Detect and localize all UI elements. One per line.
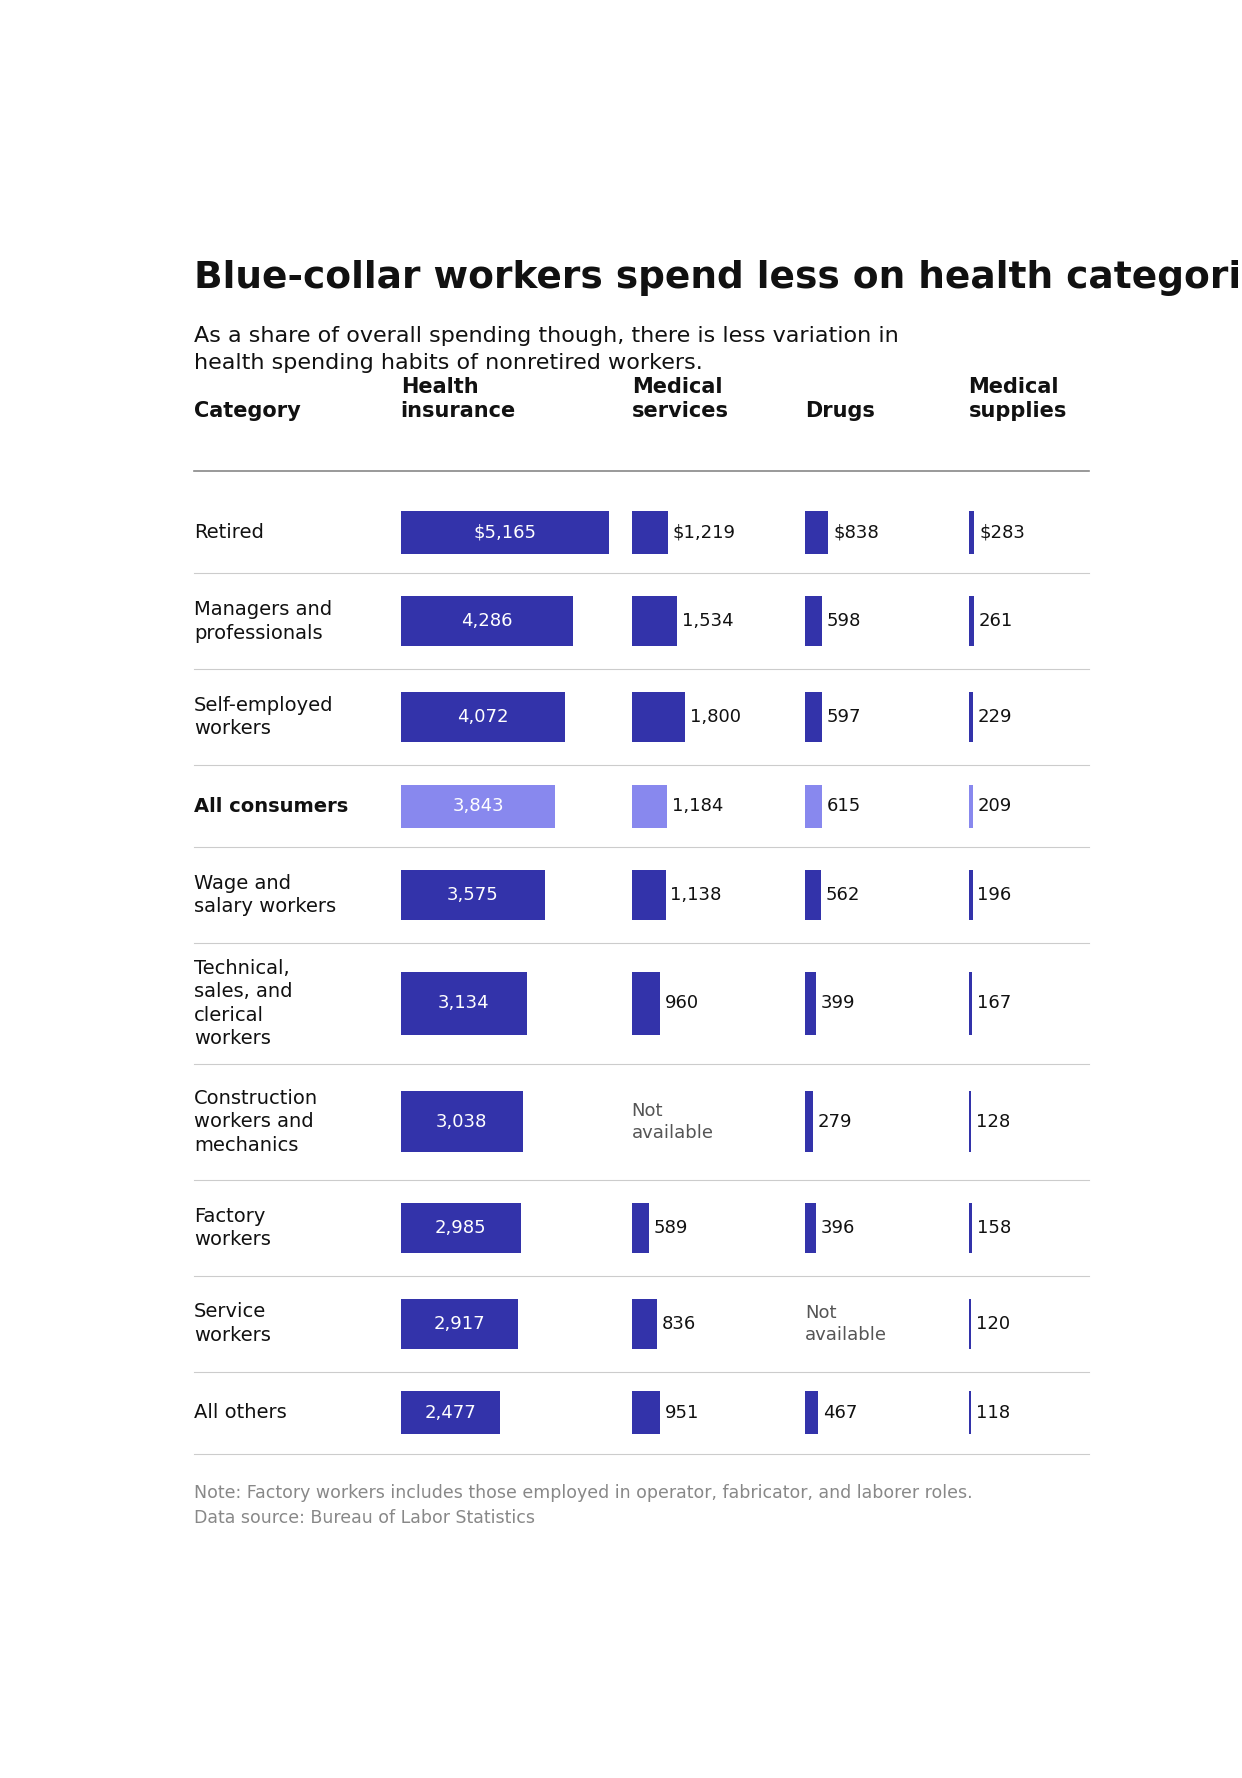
Text: 128: 128	[976, 1113, 1010, 1131]
Text: 2,477: 2,477	[425, 1403, 477, 1422]
Text: 4,286: 4,286	[461, 612, 513, 631]
Text: Blue-collar workers spend less on health categories: Blue-collar workers spend less on health…	[194, 260, 1242, 295]
Bar	[969, 1204, 971, 1253]
Bar	[632, 692, 686, 741]
Text: 467: 467	[823, 1403, 857, 1422]
Bar	[401, 510, 609, 553]
Text: Service
workers: Service workers	[194, 1303, 271, 1344]
Text: Factory
workers: Factory workers	[194, 1207, 271, 1250]
Bar	[805, 784, 822, 827]
Bar	[969, 1392, 971, 1435]
Bar	[632, 973, 661, 1035]
Bar	[401, 1092, 523, 1152]
Text: 1,138: 1,138	[671, 885, 722, 905]
Text: All others: All others	[194, 1403, 287, 1422]
Bar	[401, 1392, 501, 1435]
Text: 597: 597	[826, 708, 861, 725]
Text: Health
insurance: Health insurance	[401, 377, 515, 421]
Text: 836: 836	[662, 1314, 696, 1334]
Text: Drugs: Drugs	[805, 402, 874, 421]
Text: 120: 120	[976, 1314, 1010, 1334]
Text: 3,575: 3,575	[447, 885, 498, 905]
Bar	[632, 510, 668, 553]
Text: 589: 589	[655, 1220, 688, 1237]
Bar	[805, 692, 822, 741]
Text: $1,219: $1,219	[673, 523, 735, 541]
Bar	[632, 1298, 657, 1348]
Bar	[969, 869, 972, 919]
Bar	[805, 973, 816, 1035]
Text: $5,165: $5,165	[473, 523, 537, 541]
Bar	[969, 784, 972, 827]
Text: Medical
services: Medical services	[632, 377, 729, 421]
Text: Medical
supplies: Medical supplies	[969, 377, 1067, 421]
Bar	[401, 784, 555, 827]
Bar	[401, 596, 574, 645]
Bar	[805, 1392, 818, 1435]
Text: Note: Factory workers includes those employed in operator, fabricator, and labor: Note: Factory workers includes those emp…	[194, 1485, 972, 1527]
Bar	[969, 1092, 971, 1152]
Bar	[401, 869, 544, 919]
Text: 562: 562	[826, 885, 859, 905]
Text: Wage and
salary workers: Wage and salary workers	[194, 875, 335, 916]
Text: 167: 167	[976, 994, 1011, 1012]
Bar	[632, 784, 667, 827]
Text: 118: 118	[976, 1403, 1010, 1422]
Bar	[632, 869, 666, 919]
Text: 261: 261	[979, 612, 1013, 631]
Bar	[969, 1298, 971, 1348]
Text: 3,134: 3,134	[438, 994, 489, 1012]
Bar	[969, 596, 974, 645]
Text: 2,985: 2,985	[435, 1220, 487, 1237]
Bar	[969, 510, 974, 553]
Text: Retired: Retired	[194, 523, 263, 542]
Text: 598: 598	[826, 612, 861, 631]
Text: Construction
workers and
mechanics: Construction workers and mechanics	[194, 1088, 318, 1154]
Text: All consumers: All consumers	[194, 797, 348, 816]
Text: Self-employed
workers: Self-employed workers	[194, 695, 333, 738]
Bar	[401, 973, 527, 1035]
Bar	[401, 1298, 518, 1348]
Text: $838: $838	[833, 523, 879, 541]
Text: 209: 209	[977, 797, 1012, 814]
Text: 4,072: 4,072	[457, 708, 508, 725]
Bar	[805, 1092, 812, 1152]
Text: Not
available: Not available	[805, 1303, 887, 1344]
Bar	[805, 869, 821, 919]
Text: 3,038: 3,038	[436, 1113, 488, 1131]
Bar	[632, 1204, 650, 1253]
Text: Not
available: Not available	[632, 1102, 714, 1141]
Bar	[805, 510, 828, 553]
Bar	[969, 692, 974, 741]
Text: 2,917: 2,917	[433, 1314, 486, 1334]
Text: 3,843: 3,843	[452, 797, 504, 814]
Bar	[805, 1204, 816, 1253]
Text: 158: 158	[976, 1220, 1011, 1237]
Text: 615: 615	[827, 797, 861, 814]
Text: $283: $283	[979, 523, 1025, 541]
Bar	[969, 973, 972, 1035]
Text: 399: 399	[821, 994, 856, 1012]
Text: 279: 279	[817, 1113, 852, 1131]
Text: 229: 229	[977, 708, 1012, 725]
Text: 396: 396	[821, 1220, 856, 1237]
Text: 1,184: 1,184	[672, 797, 723, 814]
Text: 1,534: 1,534	[682, 612, 734, 631]
Bar	[401, 692, 565, 741]
Text: 196: 196	[977, 885, 1012, 905]
Text: As a share of overall spending though, there is less variation in
health spendin: As a share of overall spending though, t…	[194, 325, 898, 373]
Bar	[401, 1204, 520, 1253]
Text: Managers and
professionals: Managers and professionals	[194, 601, 332, 642]
Text: 960: 960	[664, 994, 699, 1012]
Text: 1,800: 1,800	[691, 708, 741, 725]
Bar	[632, 596, 677, 645]
Text: 951: 951	[664, 1403, 699, 1422]
Bar	[632, 1392, 660, 1435]
Bar	[805, 596, 822, 645]
Text: Category: Category	[194, 402, 301, 421]
Text: Technical,
sales, and
clerical
workers: Technical, sales, and clerical workers	[194, 958, 292, 1047]
